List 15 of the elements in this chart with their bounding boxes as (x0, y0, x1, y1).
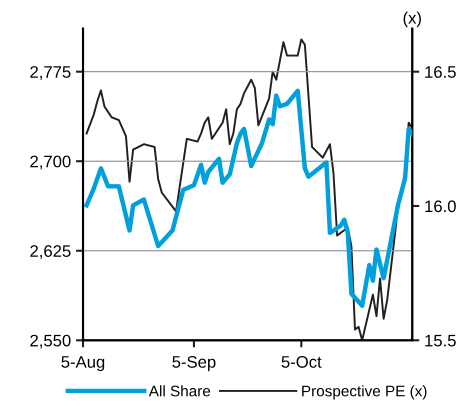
y2-tick-label: 16.5 (425, 66, 456, 78)
y-tick-label: 2,550 (30, 334, 71, 348)
line-series (86, 38, 412, 340)
y2-axis-title: (x) (404, 12, 421, 28)
x-tick-label: 5-Oct (282, 356, 322, 368)
x-tick-label: 5-Aug (61, 356, 104, 372)
y2-tick-label: 16.0 (425, 200, 456, 212)
y-tick-label: 2,700 (30, 156, 71, 170)
y-tick-label: 2,625 (30, 245, 71, 259)
legend-label: Prospective PE (x) (302, 385, 426, 400)
x-tick-label: 5-Sep (172, 356, 216, 372)
line-series (84, 88, 412, 308)
y-tick-label: 2,775 (30, 66, 71, 80)
legend-label: All Share (148, 385, 210, 396)
y2-tick-label: 15.5 (425, 334, 456, 347)
